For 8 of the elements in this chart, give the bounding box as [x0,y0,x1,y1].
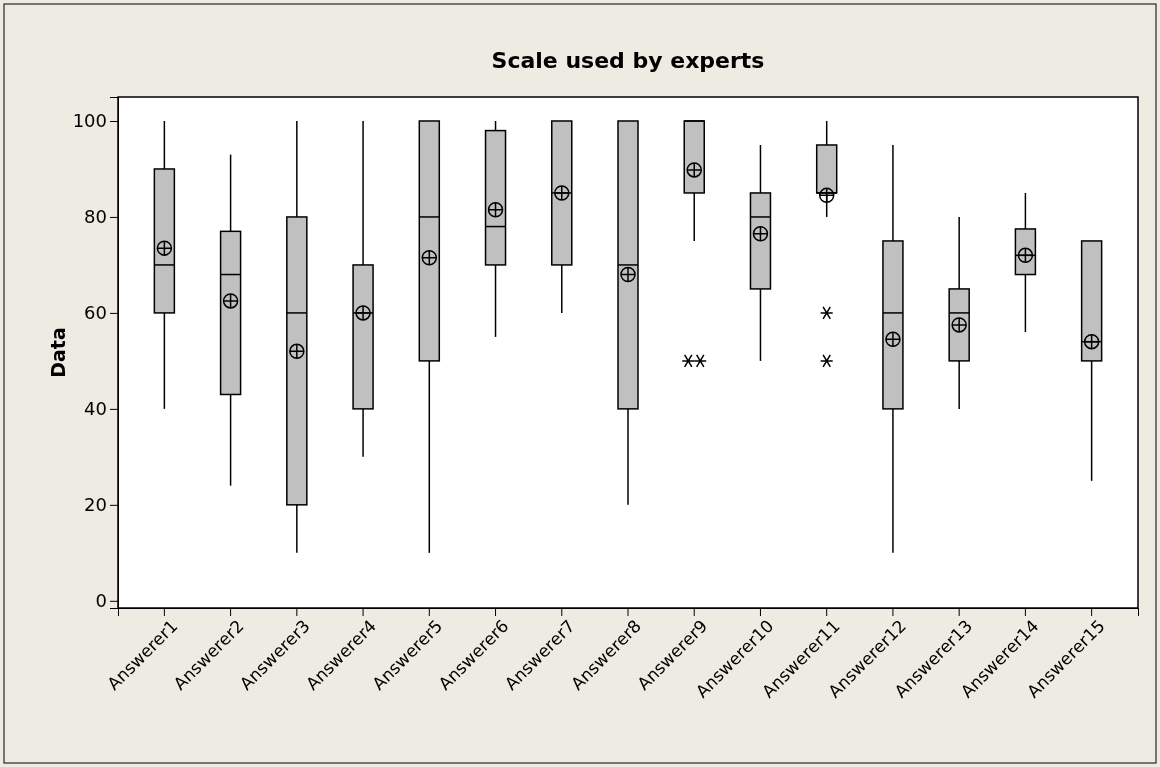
y-tick-label: 0 [95,590,107,612]
y-tick-label: 60 [84,302,107,324]
y-tick-label: 20 [84,494,107,516]
y-tick-label: 100 [72,110,107,132]
y-axis-title: Data [47,327,69,378]
y-tick-label: 40 [84,398,107,420]
y-tick-label: 80 [84,206,107,228]
chart-title: Scale used by experts [491,48,765,73]
